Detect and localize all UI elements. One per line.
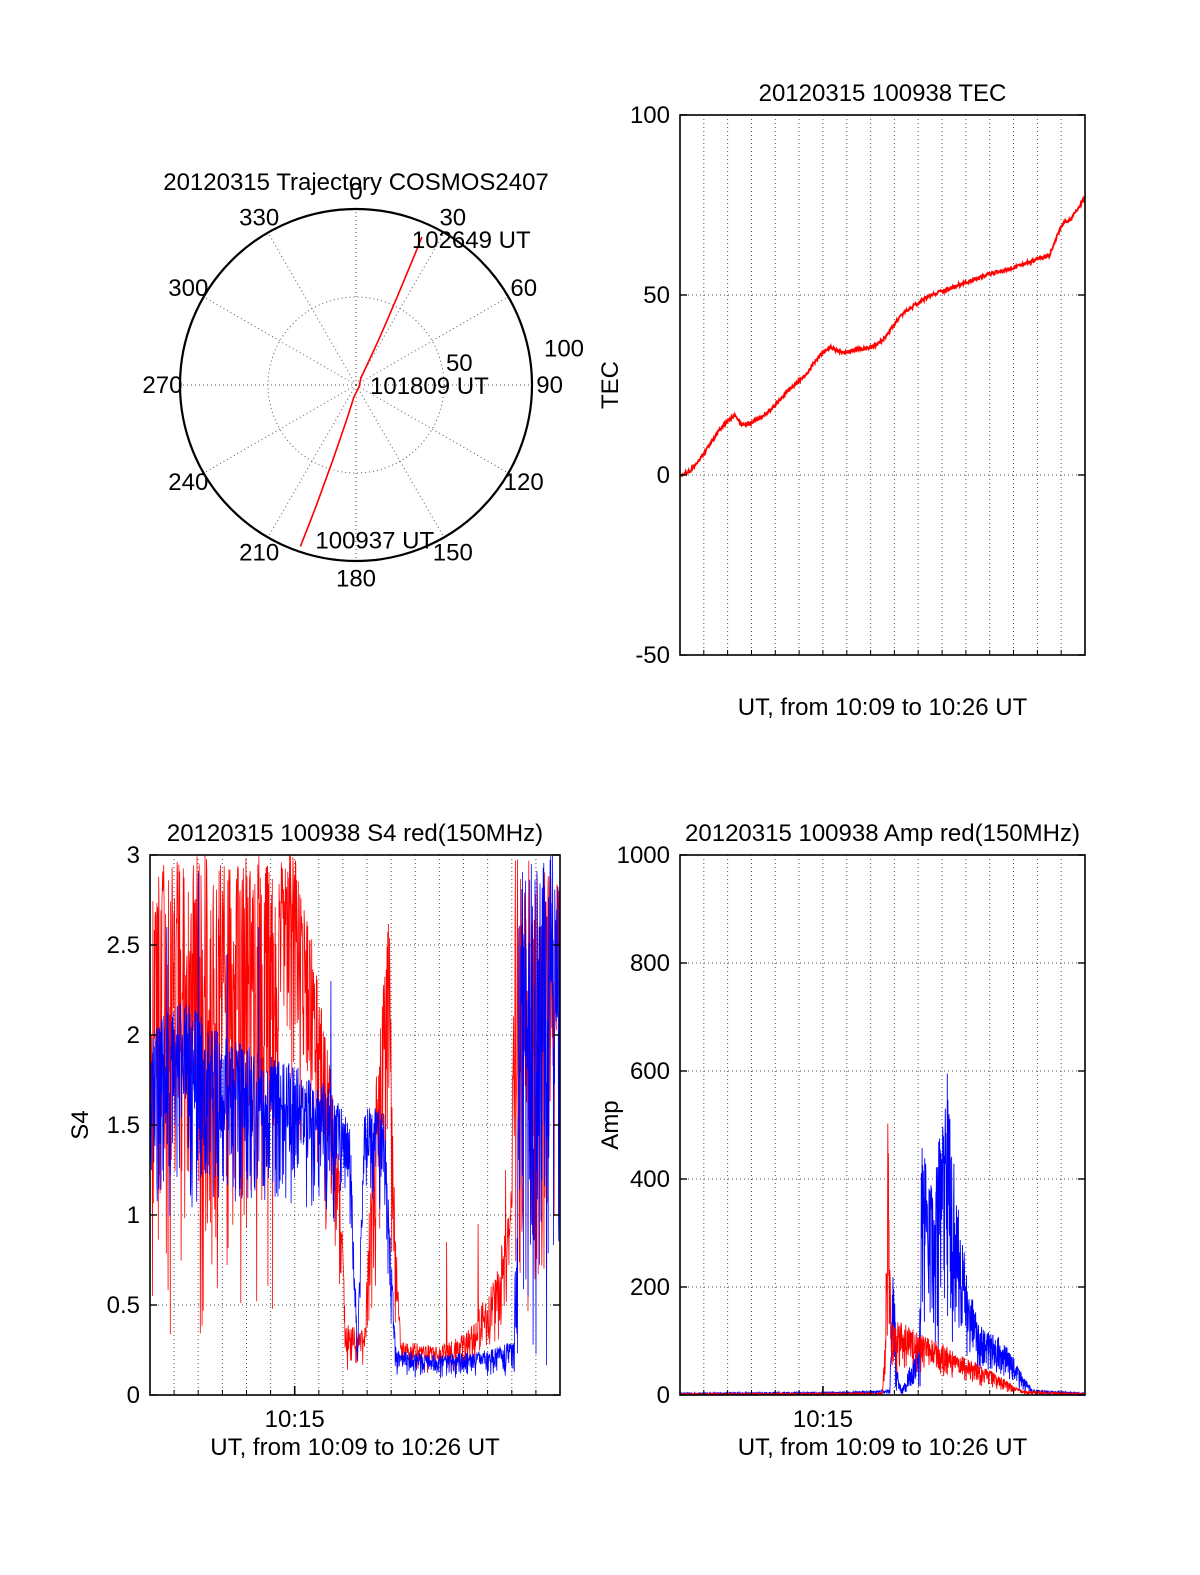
y-tick-label: 200 <box>630 1274 670 1301</box>
y-tick-label: 100 <box>630 102 670 129</box>
y-tick-label: 0 <box>657 462 670 489</box>
azimuth-label: 60 <box>510 275 537 302</box>
annotation-label: 101809 UT <box>370 373 489 400</box>
x-tick-label: 10:15 <box>265 1406 325 1433</box>
amp-plot: 0 200 400 600 800 1000 10:15 20120315 100938 Am… <box>597 820 1086 1461</box>
y-tick-label: 2 <box>127 1022 140 1049</box>
y-tick-label: 800 <box>630 950 670 977</box>
annotation-label: 102649 UT <box>412 227 531 254</box>
polar-spoke <box>203 296 357 386</box>
tec-plot: -50 0 50 100 20120315 100938 TEC UT, from 10:… <box>597 80 1086 721</box>
y-tick-label: 0.5 <box>107 1292 140 1319</box>
radial-tick-label: 50 <box>446 350 473 377</box>
trajectory-polar-plot: 0 30 60 90 120 150 180 210 240 270 300 330 50 100 1026… <box>142 169 584 593</box>
azimuth-label: 270 <box>142 372 182 399</box>
polar-outer-circle <box>178 207 534 563</box>
y-tick-label: 0 <box>657 1382 670 1409</box>
series-blue-400MHz <box>149 855 561 1379</box>
plot-box <box>679 114 1086 656</box>
plot-title: 20120315 100938 TEC <box>759 80 1007 107</box>
azimuth-label: 150 <box>433 540 473 567</box>
polar-spoke <box>267 232 357 386</box>
polar-spoke <box>355 384 445 538</box>
s4-plot: 0 0.5 1 1.5 2 2.5 3 10:15 20120315 100938 S4 red… <box>67 820 561 1461</box>
y-axis-label: S4 <box>67 1110 94 1139</box>
plot-title: 20120315 100938 S4 red(150MHz) <box>167 820 543 847</box>
y-tick-label: 600 <box>630 1058 670 1085</box>
azimuth-label: 0 <box>349 178 362 205</box>
x-axis-label: UT, from 10:09 to 10:26 UT <box>738 694 1028 721</box>
y-tick-label: 0 <box>127 1382 140 1409</box>
plot-box <box>679 854 1086 1396</box>
azimuth-label: 180 <box>336 566 376 593</box>
y-tick-label: 400 <box>630 1166 670 1193</box>
x-axis-label: UT, from 10:09 to 10:26 UT <box>738 1434 1028 1461</box>
polar-grid-circle <box>267 296 445 474</box>
annotation-label: 100937 UT <box>315 527 434 554</box>
series-red-150MHz <box>149 854 561 1374</box>
plot-title: 20120315 Trajectory COSMOS2407 <box>163 169 549 196</box>
trajectory-line <box>299 236 423 547</box>
y-tick-label: 50 <box>643 282 670 309</box>
azimuth-label: 240 <box>168 469 208 496</box>
y-tick-label: 2.5 <box>107 932 140 959</box>
y-tick-label: -50 <box>635 642 670 669</box>
azimuth-label: 210 <box>239 540 279 567</box>
y-axis-label: Amp <box>597 1100 624 1149</box>
y-tick-label: 3 <box>127 842 140 869</box>
azimuth-label: 330 <box>239 204 279 231</box>
series-blue-400MHz <box>679 1073 1086 1397</box>
series-red-150MHz <box>679 1123 1085 1397</box>
radial-tick-label: 100 <box>544 335 584 362</box>
azimuth-label: 90 <box>536 372 563 399</box>
series-tec-red <box>679 195 1086 479</box>
y-tick-label: 1 <box>127 1202 140 1229</box>
azimuth-label: 300 <box>168 275 208 302</box>
x-axis-label: UT, from 10:09 to 10:26 UT <box>210 1434 500 1461</box>
y-axis-label: TEC <box>597 361 624 409</box>
y-tick-label: 1.5 <box>107 1112 140 1139</box>
y-tick-label: 1000 <box>617 842 670 869</box>
plot-title: 20120315 100938 Amp red(150MHz) <box>685 820 1080 847</box>
azimuth-label: 30 <box>439 204 466 231</box>
azimuth-label: 120 <box>504 469 544 496</box>
x-tick-label: 10:15 <box>793 1406 853 1433</box>
